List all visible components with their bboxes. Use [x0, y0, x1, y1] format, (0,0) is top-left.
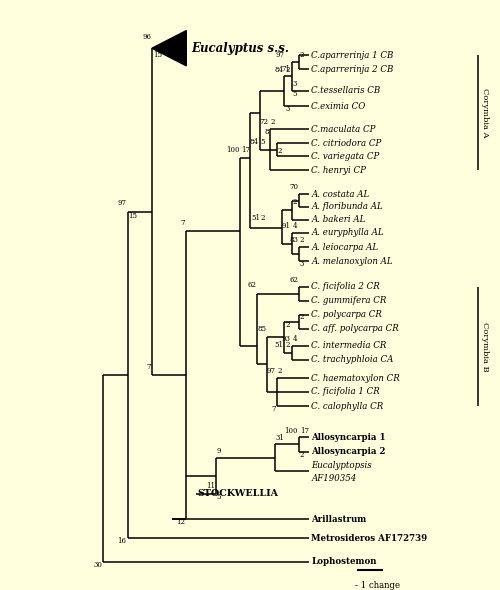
Text: 93: 93	[282, 335, 290, 343]
Text: C. ficifolia 1 CR: C. ficifolia 1 CR	[311, 387, 380, 396]
Text: Lophostemon: Lophostemon	[311, 557, 377, 566]
Text: 100: 100	[226, 146, 239, 154]
Text: Eucalyptopsis: Eucalyptopsis	[311, 461, 372, 470]
Text: 100: 100	[284, 427, 298, 435]
Text: 83: 83	[289, 236, 298, 244]
Text: A. bakeri AL: A. bakeri AL	[311, 215, 366, 224]
Text: AF190354: AF190354	[311, 474, 356, 483]
Text: C. polycarpa CR: C. polycarpa CR	[311, 310, 382, 319]
Text: C. calophylla CR: C. calophylla CR	[311, 402, 384, 411]
Text: C.aparrerinja 2 CB: C.aparrerinja 2 CB	[311, 65, 394, 74]
Text: 3: 3	[300, 260, 304, 268]
Text: C.aparrerinja 1 CB: C.aparrerinja 1 CB	[311, 51, 394, 60]
Text: C. henryi CP: C. henryi CP	[311, 166, 366, 175]
Text: Eucalyptus s.s.: Eucalyptus s.s.	[191, 42, 289, 55]
Text: 2: 2	[270, 119, 275, 126]
Text: 7: 7	[181, 219, 186, 227]
Text: 2: 2	[300, 51, 304, 60]
Text: Allosyncarpia 2: Allosyncarpia 2	[311, 447, 386, 456]
Text: 7: 7	[272, 405, 276, 414]
Text: 5: 5	[216, 493, 221, 501]
Text: C. gummifera CR: C. gummifera CR	[311, 296, 386, 305]
Text: 2: 2	[292, 198, 297, 206]
Text: 96: 96	[142, 33, 151, 41]
Text: 5: 5	[261, 137, 266, 146]
Text: A. euryphylla AL: A. euryphylla AL	[311, 228, 384, 237]
Text: 7: 7	[146, 363, 151, 371]
Text: 2: 2	[300, 451, 304, 458]
Text: C. trachyphloia CA: C. trachyphloia CA	[311, 355, 394, 365]
Text: A. melanoxylon AL: A. melanoxylon AL	[311, 257, 393, 266]
Text: C. variegata CP: C. variegata CP	[311, 152, 380, 160]
Text: 2: 2	[261, 214, 266, 222]
Text: 2: 2	[300, 313, 304, 321]
Text: STOCKWELLIA: STOCKWELLIA	[197, 489, 278, 499]
Text: 17: 17	[300, 427, 309, 435]
Text: 51: 51	[274, 340, 283, 349]
Text: 3: 3	[292, 80, 297, 88]
Text: 91: 91	[282, 222, 290, 230]
Text: Allosyncarpia 1: Allosyncarpia 1	[311, 433, 386, 442]
Text: 84: 84	[250, 137, 259, 146]
Text: 31: 31	[276, 434, 284, 442]
Text: 11: 11	[206, 481, 214, 490]
Text: Corymbia A: Corymbia A	[481, 88, 489, 137]
Text: 2: 2	[278, 368, 282, 375]
Text: 85: 85	[257, 325, 266, 333]
Text: C. aff. polycarpa CR: C. aff. polycarpa CR	[311, 324, 399, 333]
Text: C.maculata CP: C.maculata CP	[311, 125, 376, 134]
Text: 97: 97	[118, 199, 126, 208]
Text: C. intermedia CR: C. intermedia CR	[311, 341, 386, 350]
Text: A. floribunda AL: A. floribunda AL	[311, 202, 383, 211]
Text: 97: 97	[276, 51, 284, 60]
Text: Corymbia B: Corymbia B	[481, 322, 489, 371]
Text: - 1 change: - 1 change	[356, 581, 401, 589]
Text: 4: 4	[292, 222, 297, 230]
Text: Metrosideros AF172739: Metrosideros AF172739	[311, 534, 428, 543]
Text: 62: 62	[248, 281, 256, 289]
Text: C. citriodora CP: C. citriodora CP	[311, 139, 382, 148]
Text: 17: 17	[241, 146, 250, 154]
Text: 12: 12	[176, 518, 186, 526]
Text: A. leiocarpa AL: A. leiocarpa AL	[311, 242, 378, 251]
Text: 2: 2	[286, 65, 290, 74]
Text: 51: 51	[251, 214, 260, 222]
Polygon shape	[152, 31, 186, 66]
Text: 70: 70	[289, 183, 298, 191]
Text: C. haematoxylon CR: C. haematoxylon CR	[311, 373, 400, 383]
Text: 84: 84	[274, 65, 283, 74]
Text: 9: 9	[216, 447, 221, 455]
Text: 5: 5	[292, 90, 297, 97]
Text: 16: 16	[118, 537, 126, 545]
Text: A. costata AL: A. costata AL	[311, 189, 370, 199]
Text: 4: 4	[292, 335, 297, 343]
Text: Arillastrum: Arillastrum	[311, 514, 366, 524]
Text: 2: 2	[286, 321, 290, 329]
Text: 30: 30	[93, 560, 102, 569]
Text: 15: 15	[153, 51, 162, 59]
Text: C.tessellaris CB: C.tessellaris CB	[311, 86, 380, 95]
Text: 2: 2	[300, 236, 304, 244]
Text: 2: 2	[278, 148, 282, 155]
Text: 8: 8	[264, 129, 268, 136]
Text: 62: 62	[289, 276, 298, 284]
Text: 3: 3	[286, 105, 290, 113]
Text: 72: 72	[260, 119, 268, 126]
Text: 71: 71	[282, 65, 290, 73]
Text: 2: 2	[286, 340, 290, 349]
Text: C.eximia CO: C.eximia CO	[311, 101, 366, 110]
Text: 97: 97	[267, 368, 276, 375]
Text: C. ficifolia 2 CR: C. ficifolia 2 CR	[311, 282, 380, 291]
Text: 15: 15	[128, 212, 138, 220]
